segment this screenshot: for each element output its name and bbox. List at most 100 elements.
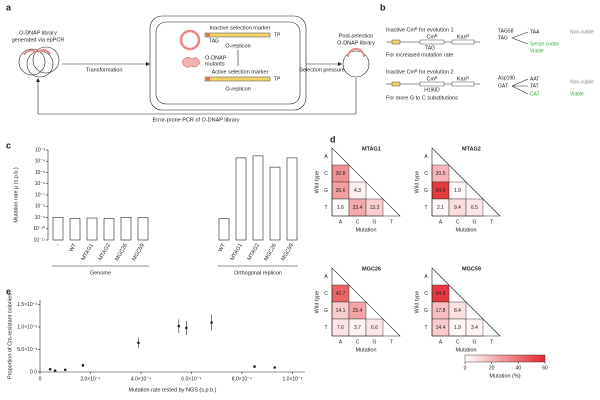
label: Post-selection: [339, 33, 374, 39]
row-label: G: [324, 188, 328, 194]
bar: [235, 157, 247, 241]
row-label: A: [324, 154, 328, 160]
label: GAT: [498, 83, 508, 89]
y-tick-label: 1.5×10⁻²: [17, 302, 37, 308]
label: TAG: [425, 45, 435, 51]
cell-label: 9.4: [454, 205, 461, 211]
bar: [137, 217, 149, 241]
label: Non-viable: [570, 29, 594, 35]
cell-label: 25.4: [353, 308, 363, 314]
gene: [451, 81, 475, 87]
col-label: G: [373, 219, 377, 225]
gene: [419, 81, 445, 87]
cell-label: 42.7: [336, 291, 346, 297]
y-tick-label: 10⁻⁹: [35, 215, 45, 221]
gene: [391, 39, 401, 45]
y-axis-label: Wild type: [314, 291, 320, 314]
label: O-replicon: [225, 86, 250, 92]
x-tick-label: 1.0×10⁻³: [283, 376, 303, 382]
label: Viable: [570, 91, 584, 97]
plasmid-icon: [179, 29, 201, 51]
y-axis-label: Wild type: [414, 291, 420, 314]
x-tick-label: 8.0×10⁻⁴: [232, 376, 252, 382]
panel-label: e: [6, 286, 11, 296]
tp-icon: [206, 33, 210, 37]
label: Sense codon: [530, 41, 559, 47]
cell-label: 14.1: [336, 308, 346, 314]
cell-label: 8.4: [454, 308, 461, 314]
cell-label: 13.3: [370, 205, 380, 211]
cell: [149, 15, 307, 111]
point: [273, 366, 277, 369]
y-tick-label: 10⁻⁶: [35, 181, 45, 187]
x-tick-label: MTAG1: [230, 243, 244, 262]
y-tick-label: 10⁻⁵: [35, 170, 45, 176]
point: [210, 321, 213, 324]
arrowhead: [36, 78, 40, 82]
y-tick-label: 1.0×10⁻²: [17, 324, 37, 330]
label: mutants: [205, 61, 225, 67]
cell-icon: [32, 46, 60, 74]
triangle-outline: [331, 147, 401, 217]
label: Cmᴿ: [426, 75, 438, 82]
label: Selection pressure: [299, 67, 345, 73]
cell-label: 1.9: [454, 325, 461, 331]
cell-icon: [342, 50, 370, 78]
cell-label: 14.4: [436, 325, 446, 331]
colorbar-label: Mutation (%): [489, 373, 520, 379]
x-tick-label: 4.0×10⁻⁴: [131, 376, 151, 382]
point: [185, 326, 188, 330]
cell-label: 6.6: [371, 325, 378, 331]
y-axis-label: Wild type: [314, 171, 320, 194]
bar: [69, 218, 81, 241]
colorbar-tick-label: 0: [464, 365, 467, 371]
label: TAA: [530, 29, 540, 35]
label: Active selection marker: [212, 69, 269, 75]
col-label: T: [490, 339, 493, 345]
point: [48, 368, 52, 371]
x-tick-label: MTAG2: [98, 243, 112, 262]
row-label: T: [424, 325, 427, 331]
cell-label: 7.6: [337, 325, 344, 331]
label: Error-prone PCR of O-DNAP library: [153, 117, 240, 123]
row-label: A: [324, 274, 328, 280]
label: H190D: [424, 87, 440, 93]
point: [63, 368, 67, 372]
arrowhead: [146, 62, 150, 66]
gene: [419, 39, 445, 45]
panel-label: d: [330, 134, 336, 144]
row-label: C: [424, 171, 428, 177]
point: [81, 363, 85, 367]
label: Asp190: [498, 75, 515, 81]
label: For more G to C substitutions: [386, 95, 458, 101]
point: [53, 369, 57, 372]
bar: [218, 218, 230, 241]
cell-label: 54.6: [436, 188, 446, 194]
y-axis-label: Wild type: [414, 171, 420, 194]
group-label: Orthogonal replicon: [234, 270, 282, 276]
col-label: G: [473, 219, 477, 225]
cell-label: 23.4: [353, 205, 363, 211]
col-label: G: [473, 339, 477, 345]
cell-label: 30.8: [336, 171, 346, 177]
colorbar-tick-label: 40: [516, 365, 522, 371]
gene: [391, 81, 401, 87]
row-label: T: [424, 205, 427, 211]
label: Inactive Cmᴿ for evolution 1: [386, 26, 454, 33]
bar: [52, 217, 64, 241]
x-tick-label: MGC59: [280, 243, 295, 262]
cell-label: 2.1: [437, 205, 444, 211]
x-tick-label: 2.0×10⁻⁴: [80, 376, 100, 382]
row-label: C: [324, 171, 328, 177]
arrow: [511, 78, 529, 95]
gene: [204, 76, 271, 82]
row-label: T: [324, 205, 327, 211]
row-label: A: [424, 274, 428, 280]
y-tick-label: 10⁻⁷: [35, 192, 45, 198]
col-label: C: [456, 339, 460, 345]
x-axis-label: Mutation: [455, 347, 476, 353]
col-label: A: [439, 219, 443, 225]
gene: [204, 32, 271, 38]
arrowhead: [338, 62, 342, 66]
label: CAT: [530, 91, 540, 97]
